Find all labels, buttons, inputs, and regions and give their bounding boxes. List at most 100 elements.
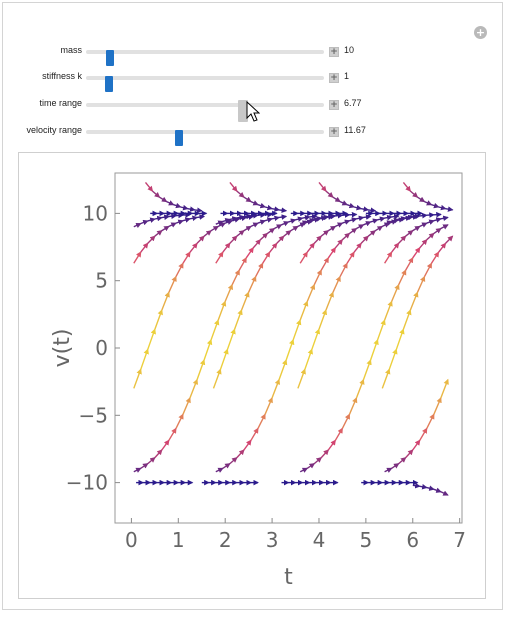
field-arrow (419, 222, 428, 228)
field-arrow (278, 359, 288, 380)
field-arrow (168, 213, 177, 220)
velocity-range-slider[interactable] (86, 130, 324, 146)
field-arrow (349, 227, 358, 234)
field-arrow (341, 232, 351, 241)
field-arrow (391, 213, 400, 220)
field-arrow (161, 214, 170, 220)
y-tick-label: −5 (79, 403, 108, 427)
field-arrow (196, 235, 205, 244)
field-arrow (182, 217, 191, 223)
field-arrow (255, 262, 264, 277)
field-arrow (327, 247, 336, 259)
field-arrow (384, 220, 393, 226)
field-arrow (313, 235, 322, 244)
field-arrow (147, 328, 156, 350)
field-arrow (440, 215, 449, 222)
field-arrow (222, 217, 231, 224)
field-arrow (355, 378, 365, 399)
field-arrow (313, 269, 322, 286)
field-arrow (328, 225, 337, 232)
field-arrow (257, 202, 266, 209)
field-arrow (334, 238, 344, 249)
field-arrow (140, 348, 149, 370)
field-arrow (426, 219, 435, 225)
field-arrow (341, 413, 351, 429)
field-arrow (250, 200, 259, 206)
field-arrow (363, 221, 372, 227)
field-arrow (236, 230, 245, 237)
field-arrow (257, 219, 266, 225)
time-range-slider[interactable] (86, 100, 324, 122)
field-arrow (229, 181, 238, 192)
field-arrow (182, 397, 191, 415)
field-arrow (412, 439, 421, 451)
field-arrow (154, 230, 163, 237)
field-arrow (140, 463, 149, 469)
field-arrow (306, 283, 316, 302)
mass-slider[interactable] (86, 50, 324, 66)
field-arrow (212, 368, 222, 389)
field-arrow (197, 214, 206, 220)
field-arrow (360, 235, 369, 244)
field-arrow (215, 251, 224, 264)
add-icon[interactable]: + (474, 26, 487, 39)
mass-plus-icon[interactable]: + (329, 47, 339, 57)
stiffness-slider[interactable] (86, 76, 324, 92)
field-arrow (325, 190, 334, 198)
field-arrow (306, 242, 315, 253)
field-arrow (349, 217, 358, 223)
field-arrow (175, 413, 184, 429)
time-range-slider-thumb[interactable] (238, 100, 248, 122)
x-tick-label: 2 (219, 528, 232, 552)
field-arrow (252, 238, 262, 249)
field-arrow (283, 230, 292, 237)
field-arrow (133, 368, 142, 389)
field-arrow (243, 213, 252, 220)
mouse-cursor-icon (246, 101, 260, 122)
y-tick-label: 5 (95, 269, 108, 293)
field-arrow (243, 196, 252, 203)
stiffness-plus-icon[interactable]: + (329, 73, 339, 83)
field-arrow (356, 224, 365, 230)
mass-value: 10 (344, 45, 355, 55)
field-arrow (419, 212, 428, 219)
field-arrow (276, 235, 285, 244)
field-arrow (140, 242, 149, 253)
field-arrow (154, 309, 163, 330)
field-arrow (271, 206, 281, 212)
y-tick-label: −10 (66, 471, 108, 495)
field-arrow (180, 204, 189, 211)
x-axis-title: t (284, 565, 293, 590)
velocity-range-plus-icon[interactable]: + (329, 127, 339, 137)
time-range-plus-icon[interactable]: + (329, 100, 339, 110)
field-arrow (339, 262, 348, 277)
field-arrow (334, 427, 344, 441)
field-arrow (391, 463, 400, 469)
field-arrow (271, 378, 281, 399)
field-arrow (391, 217, 400, 224)
velocity-range-slider-thumb[interactable] (175, 130, 183, 146)
field-arrow (238, 256, 247, 271)
field-arrow (222, 242, 231, 253)
field-arrow (299, 220, 309, 226)
field-arrow (335, 222, 344, 228)
field-arrow (438, 242, 447, 253)
field-arrow (264, 217, 274, 223)
x-tick-label: 3 (266, 528, 279, 552)
vector-field (133, 181, 454, 496)
field-arrow (215, 467, 224, 473)
field-arrow (299, 467, 309, 473)
field-arrow (161, 291, 170, 311)
stiffness-slider-thumb[interactable] (105, 76, 113, 92)
field-arrow (229, 216, 238, 222)
field-arrow (376, 319, 386, 341)
field-arrow (299, 300, 309, 321)
field-arrow (440, 224, 449, 230)
field-arrow (161, 225, 170, 232)
field-arrow (335, 212, 344, 219)
field-arrow (210, 319, 220, 341)
field-arrow (262, 251, 271, 264)
field-arrow (356, 215, 365, 222)
field-arrow (217, 222, 227, 228)
mass-slider-thumb[interactable] (106, 50, 114, 66)
